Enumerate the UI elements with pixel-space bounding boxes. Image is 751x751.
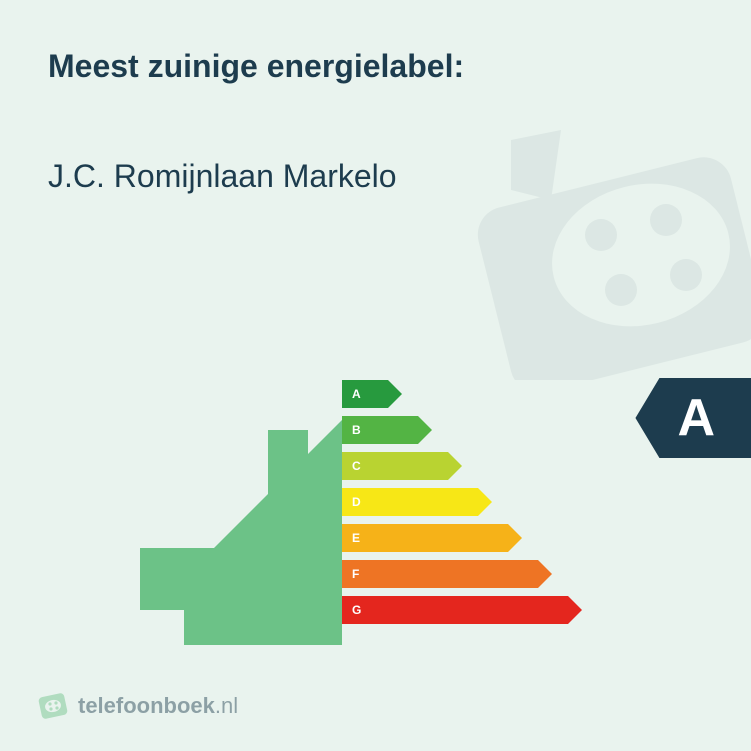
title: Meest zuinige energielabel:: [48, 48, 464, 85]
bar-shape: [342, 488, 492, 516]
bar-label: E: [352, 532, 360, 544]
subtitle: J.C. Romijnlaan Markelo: [48, 158, 397, 195]
bar-label: D: [352, 496, 361, 508]
house-icon: [140, 420, 342, 645]
footer-logo-icon: [38, 691, 68, 721]
footer: telefoonboek.nl: [38, 691, 238, 721]
bar-label: F: [352, 568, 359, 580]
bar-shape: [342, 524, 522, 552]
bar-label: A: [352, 388, 361, 400]
energy-label-chart: A B C D E F G: [172, 380, 692, 660]
bar-shape: [342, 380, 402, 408]
current-label-badge: A: [635, 378, 751, 458]
bar-label: B: [352, 424, 361, 436]
bar-label: G: [352, 604, 361, 616]
background-watermark: [451, 60, 751, 380]
footer-brand-tld: .nl: [215, 693, 238, 718]
current-label-text: A: [677, 388, 715, 448]
bar-shape: [342, 596, 582, 624]
bar-shape: [342, 560, 552, 588]
bar-label: C: [352, 460, 361, 472]
footer-brand: telefoonboek.nl: [78, 693, 238, 719]
footer-brand-bold: telefoonboek: [78, 693, 215, 718]
